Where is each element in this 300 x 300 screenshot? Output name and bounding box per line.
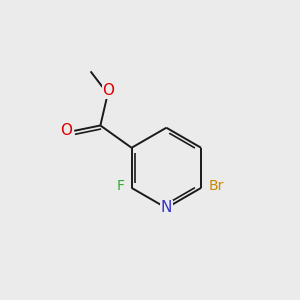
- Text: O: O: [60, 123, 72, 138]
- Text: Br: Br: [209, 179, 224, 194]
- Text: N: N: [161, 200, 172, 215]
- Text: O: O: [102, 83, 114, 98]
- Text: F: F: [116, 179, 124, 194]
